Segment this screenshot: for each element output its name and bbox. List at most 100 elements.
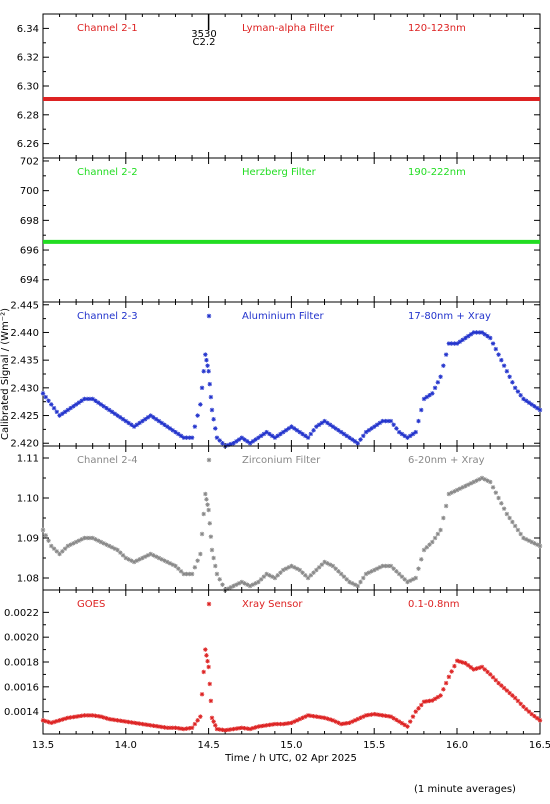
- y-tick-label: 2.425: [10, 411, 39, 422]
- data-point: [532, 714, 537, 719]
- data-point: [208, 534, 214, 539]
- data-point: [278, 570, 283, 575]
- data-point: [405, 724, 410, 729]
- data-point: [303, 433, 308, 439]
- data-point: [204, 653, 209, 658]
- data-point: [156, 418, 162, 424]
- data-point: [443, 503, 449, 509]
- data-point: [49, 402, 54, 407]
- data-point: [209, 547, 215, 553]
- data-point: [90, 713, 95, 718]
- data-point: [62, 546, 68, 551]
- data-point: [242, 437, 247, 442]
- data-point: [408, 433, 413, 439]
- data-point: [201, 669, 206, 675]
- panel-frame: [42, 445, 541, 591]
- data-point: [496, 352, 501, 357]
- x-tick-label: 13.5: [32, 740, 54, 751]
- data-point: [537, 718, 543, 723]
- data-point: [76, 400, 82, 405]
- data-point: [463, 661, 468, 666]
- data-point: [512, 695, 518, 701]
- data-point: [419, 702, 424, 708]
- data-point: [123, 418, 129, 424]
- data-point: [258, 433, 264, 439]
- x-tick-label: 16.5: [529, 740, 550, 751]
- data-point: [217, 438, 222, 443]
- data-point: [199, 385, 205, 391]
- data-point: [435, 531, 441, 537]
- data-point: [220, 582, 225, 587]
- data-point: [198, 551, 203, 557]
- data-point: [204, 497, 209, 502]
- data-point: [325, 716, 330, 721]
- y-tick-label: 1.11: [17, 454, 39, 465]
- filter-label: Xray Sensor: [242, 599, 303, 610]
- data-point: [510, 380, 515, 385]
- panel-label: Channel 2-2: [77, 167, 138, 178]
- data-point: [272, 435, 278, 440]
- data-point: [205, 658, 210, 664]
- data-point: [325, 420, 330, 426]
- data-point: [416, 566, 421, 571]
- data-point: [286, 426, 291, 431]
- data-point: [96, 400, 101, 405]
- data-point: [297, 429, 302, 435]
- x-tick-label: 14.0: [115, 740, 137, 751]
- data-point: [203, 352, 208, 357]
- filter-label: Zirconium Filter: [242, 455, 321, 466]
- x-axis-label: Time / h UTC, 02 Apr 2025: [224, 753, 357, 764]
- data-point: [515, 698, 521, 704]
- data-point: [213, 723, 218, 728]
- band-label: 0.1-0.8nm: [408, 599, 460, 610]
- data-point: [213, 563, 218, 569]
- data-point: [449, 669, 454, 674]
- x-tick-label: 14.5: [197, 740, 219, 751]
- data-point: [209, 715, 215, 721]
- data-point: [339, 429, 344, 435]
- data-point: [204, 357, 209, 363]
- data-point: [402, 722, 407, 728]
- data-point: [167, 426, 173, 431]
- data-point: [214, 571, 220, 577]
- data-point: [518, 531, 523, 537]
- y-tick-label: 2.430: [10, 383, 39, 394]
- y-tick-label: 2.440: [10, 328, 39, 339]
- data-point: [90, 535, 95, 541]
- data-point: [535, 716, 540, 721]
- panel-frame: [42, 13, 541, 159]
- data-point: [151, 553, 156, 558]
- data-point: [341, 431, 347, 437]
- data-point: [518, 701, 523, 706]
- data-point: [512, 523, 518, 529]
- data-point: [507, 690, 512, 696]
- data-point: [247, 441, 253, 446]
- data-point: [499, 683, 504, 688]
- data-point: [507, 374, 512, 379]
- data-point: [504, 369, 510, 374]
- data-point: [217, 577, 222, 582]
- data-point: [361, 575, 366, 581]
- data-point: [358, 437, 363, 442]
- data-point: [43, 394, 48, 400]
- data-point: [189, 725, 195, 730]
- data-point: [391, 422, 396, 427]
- data-point: [98, 402, 104, 407]
- panel-label: Channel 2-3: [77, 311, 138, 322]
- data-point: [207, 521, 212, 526]
- data-point: [189, 435, 195, 440]
- event-class-label: C2.2: [193, 37, 216, 48]
- data-point: [410, 714, 416, 719]
- data-point: [435, 380, 441, 385]
- data-point: [73, 402, 79, 407]
- data-point: [40, 391, 46, 396]
- y-tick-label: 2.445: [10, 300, 39, 311]
- data-point: [211, 417, 216, 422]
- data-point: [443, 680, 449, 686]
- data-point: [361, 433, 366, 439]
- data-point: [195, 558, 200, 563]
- data-point: [336, 428, 341, 433]
- data-point: [529, 711, 534, 717]
- band-label: 6-20nm + Xray: [408, 455, 485, 466]
- x-tick-label: 15.5: [363, 740, 385, 751]
